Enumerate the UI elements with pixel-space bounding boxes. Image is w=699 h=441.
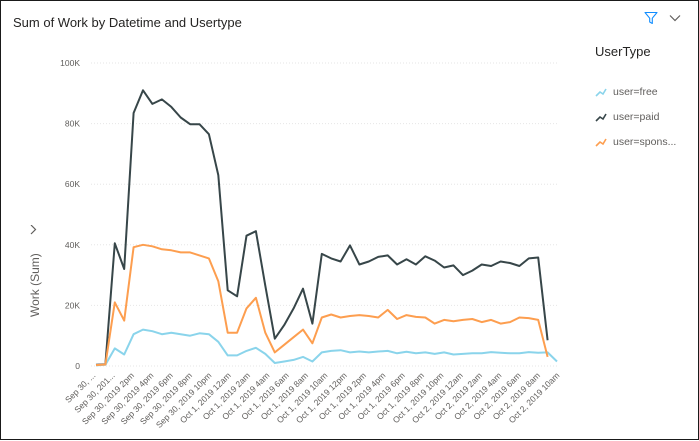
- legend-line-icon: [595, 113, 607, 122]
- legend-line-icon: [595, 88, 607, 97]
- y-tick-label: 20K: [65, 300, 80, 310]
- y-tick-label: 100K: [60, 58, 80, 68]
- legend-item[interactable]: user=paid: [595, 104, 676, 129]
- visual-toolbar: [644, 11, 682, 25]
- series-line-user-free[interactable]: [95, 328, 558, 367]
- legend-item[interactable]: user=free: [595, 79, 676, 104]
- y-tick-label: 0: [75, 361, 80, 371]
- legend-item-label: user=paid: [613, 110, 660, 123]
- legend-item[interactable]: user=spons...: [595, 129, 676, 154]
- legend: user=free user=paid user=spons...: [595, 79, 676, 154]
- y-tick-label: 80K: [65, 119, 80, 129]
- x-axis-ticks: Sep 30, ...Sep 30, 201...Sep 30, 2019 2p…: [63, 370, 561, 430]
- legend-item-label: user=spons...: [613, 135, 677, 148]
- legend-title: UserType: [595, 44, 651, 59]
- legend-line-icon: [595, 138, 607, 147]
- chevron-down-icon[interactable]: [668, 11, 682, 25]
- chart-title: Sum of Work by Datetime and Usertype: [13, 15, 242, 30]
- chevron-right-icon[interactable]: [30, 225, 37, 235]
- y-axis-ticks: 0 20K 40K 60K 80K 100K: [60, 58, 80, 371]
- filter-icon[interactable]: [644, 11, 658, 25]
- y-tick-label: 60K: [65, 179, 80, 189]
- series-line-user-sponsored[interactable]: [95, 243, 549, 367]
- series-line-user-paid[interactable]: [95, 89, 549, 366]
- y-axis-label: Work (Sum): [28, 253, 42, 317]
- y-tick-label: 40K: [65, 240, 80, 250]
- legend-item-label: user=free: [613, 85, 658, 98]
- series-lines: [95, 89, 558, 367]
